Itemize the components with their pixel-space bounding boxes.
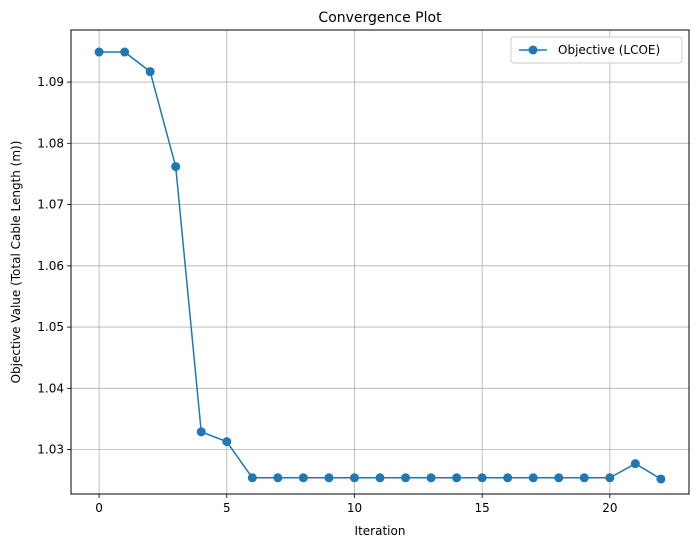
data-point xyxy=(401,473,411,483)
data-point xyxy=(120,47,130,57)
data-point xyxy=(349,473,359,483)
data-point xyxy=(579,473,589,483)
series-layer xyxy=(94,47,666,484)
y-tick-label: 1.05 xyxy=(37,320,64,334)
grid-lines xyxy=(71,30,689,494)
data-point xyxy=(630,459,640,469)
data-point xyxy=(426,473,436,483)
data-point xyxy=(94,47,104,57)
y-tick-label: 1.03 xyxy=(37,443,64,457)
data-point xyxy=(477,473,487,483)
x-tick-label: 20 xyxy=(602,501,617,515)
data-point xyxy=(171,162,181,172)
data-point xyxy=(273,473,283,483)
data-point xyxy=(298,473,308,483)
legend: Objective (LCOE) xyxy=(510,36,683,64)
chart-title: Convergence Plot xyxy=(318,10,442,26)
y-tick-label: 1.06 xyxy=(37,259,64,273)
data-point xyxy=(222,437,232,447)
x-axis-ticks: 0 5 10 15 20 xyxy=(95,494,617,515)
data-point xyxy=(452,473,462,483)
data-point xyxy=(656,474,666,484)
y-tick-label: 1.04 xyxy=(37,381,64,395)
y-tick-label: 1.07 xyxy=(37,198,64,212)
data-point xyxy=(554,473,564,483)
data-point xyxy=(605,473,615,483)
data-point xyxy=(145,67,155,77)
legend-label: Objective (LCOE) xyxy=(558,43,660,57)
plot-frame xyxy=(70,29,690,495)
x-axis-label: Iteration xyxy=(355,524,406,538)
y-axis-label: Objective Value (Total Cable Length (m)) xyxy=(9,141,23,384)
x-tick-label: 10 xyxy=(347,501,362,515)
data-point xyxy=(528,473,538,483)
legend-box xyxy=(510,36,683,64)
x-tick-label: 0 xyxy=(95,501,103,515)
data-point xyxy=(247,473,257,483)
data-point xyxy=(196,427,206,437)
y-axis-ticks: 1.03 1.04 1.05 1.06 1.07 1.08 1.09 xyxy=(37,75,71,457)
x-tick-label: 15 xyxy=(475,501,490,515)
x-tick-label: 5 xyxy=(223,501,231,515)
y-tick-label: 1.09 xyxy=(37,75,64,89)
legend-marker-swatch xyxy=(528,45,538,55)
data-point xyxy=(375,473,385,483)
data-point xyxy=(324,473,334,483)
y-tick-label: 1.08 xyxy=(37,136,64,150)
data-point xyxy=(503,473,513,483)
